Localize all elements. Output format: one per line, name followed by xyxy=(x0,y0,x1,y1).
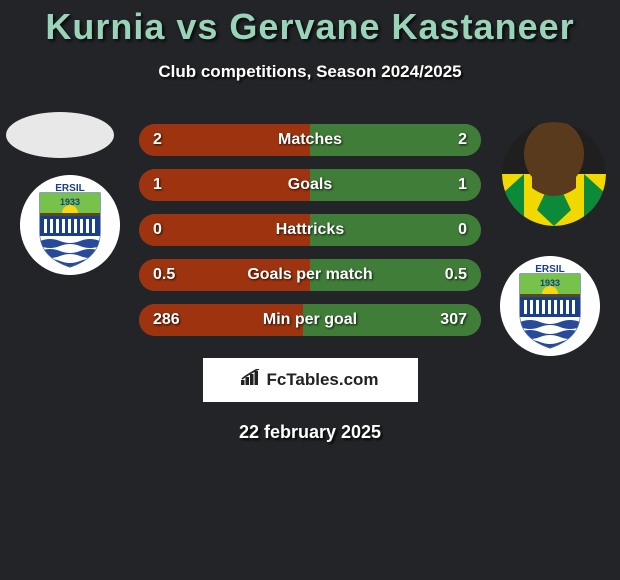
brand-badge: FcTables.com xyxy=(203,358,418,402)
stat-value-right: 2 xyxy=(458,131,467,149)
stat-label: Min per goal xyxy=(139,311,481,329)
svg-text:1933: 1933 xyxy=(540,278,560,288)
chart-icon xyxy=(241,369,261,392)
club-left-badge: ERSIL 1933 xyxy=(20,175,120,275)
brand-text: FcTables.com xyxy=(266,370,378,390)
svg-text:ERSIL: ERSIL xyxy=(55,183,84,194)
stat-label: Hattricks xyxy=(139,221,481,239)
stat-row: 0Hattricks0 xyxy=(139,214,481,246)
player-left-avatar xyxy=(6,112,114,158)
stat-value-right: 0.5 xyxy=(445,266,467,284)
stat-row: 0.5Goals per match0.5 xyxy=(139,259,481,291)
svg-text:ERSIL: ERSIL xyxy=(535,264,564,275)
stat-label: Goals per match xyxy=(139,266,481,284)
stat-row: 1Goals1 xyxy=(139,169,481,201)
stat-row: 286Min per goal307 xyxy=(139,304,481,336)
svg-text:1933: 1933 xyxy=(60,197,80,207)
player-right-avatar xyxy=(502,122,606,226)
stat-value-right: 1 xyxy=(458,176,467,194)
subtitle: Club competitions, Season 2024/2025 xyxy=(0,62,620,82)
stat-row: 2Matches2 xyxy=(139,124,481,156)
stat-label: Matches xyxy=(139,131,481,149)
club-right-badge: ERSIL 1933 xyxy=(500,256,600,356)
stat-value-right: 0 xyxy=(458,221,467,239)
date-label: 22 february 2025 xyxy=(0,422,620,443)
stat-value-right: 307 xyxy=(440,311,467,329)
page-title: Kurnia vs Gervane Kastaneer xyxy=(0,6,620,48)
stat-label: Goals xyxy=(139,176,481,194)
